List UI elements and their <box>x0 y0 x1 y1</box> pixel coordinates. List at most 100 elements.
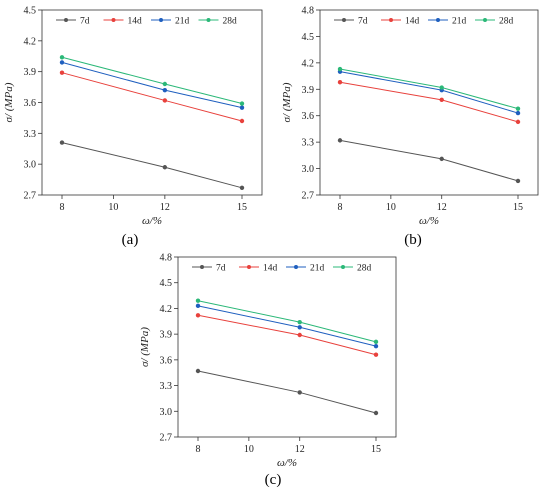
data-point <box>297 332 302 338</box>
x-axis-label: ω/% <box>142 215 162 227</box>
series-line-7d <box>339 139 519 182</box>
y-tick-label: 3.3 <box>160 381 173 392</box>
y-tick-label: 3.0 <box>302 164 315 175</box>
data-point <box>239 105 245 110</box>
legend-label: 14d <box>128 17 143 27</box>
data-point <box>195 368 201 374</box>
data-point <box>373 352 379 357</box>
data-point <box>239 118 245 124</box>
y-tick-label: 3.6 <box>24 98 37 109</box>
series-line-21d <box>197 305 377 347</box>
chart-panel-0: 2.7 3.0 3.3 3.6 3.9 4.2 4.5 8 10 12 15 ω/% σ/ (MPa) 7… <box>3 6 263 248</box>
y-axis-label: σ/ (MPa) <box>281 82 293 122</box>
data-point <box>515 119 521 125</box>
data-point <box>59 70 65 75</box>
legend-marker <box>436 18 440 22</box>
chart-panel-2: 2.7 3.0 3.3 3.6 3.9 4.2 4.5 4.8 8 10 12 15 ω/% σ/ (MP… <box>139 253 397 488</box>
y-tick-label: 3.6 <box>160 355 173 366</box>
data-point <box>373 339 379 345</box>
x-tick-label: 10 <box>244 444 254 455</box>
legend-marker <box>483 18 487 22</box>
x-tick-label: 12 <box>160 202 170 213</box>
data-point <box>439 85 444 90</box>
legend-label: 7d <box>80 17 90 27</box>
data-point <box>162 98 168 103</box>
y-tick-label: 3.9 <box>302 85 315 96</box>
data-point <box>337 66 343 72</box>
y-tick-label: 4.5 <box>160 278 173 289</box>
y-tick-label: 4.8 <box>160 253 173 264</box>
plot-frame <box>41 9 263 196</box>
y-tick-label: 2.7 <box>302 191 315 202</box>
y-tick-label: 3.0 <box>160 407 173 418</box>
data-point <box>162 165 168 170</box>
x-axis-label: ω/% <box>419 215 439 227</box>
data-point <box>515 110 521 116</box>
x-axis-label: ω/% <box>277 457 297 469</box>
legend-marker <box>64 18 68 22</box>
y-tick-label: 4.2 <box>302 58 315 69</box>
plot-frame <box>319 9 539 196</box>
y-axis-label: σ/ (MPa) <box>139 327 151 367</box>
legend-label: 21d <box>452 17 467 27</box>
y-tick-label: 2.7 <box>24 191 37 202</box>
y-tick-label: 4.5 <box>302 32 315 43</box>
legend-marker <box>341 265 345 269</box>
y-tick-label: 4.2 <box>160 304 173 315</box>
legend-label: 14d <box>405 17 420 27</box>
legend-marker <box>159 18 163 22</box>
data-point <box>297 390 302 395</box>
legend-marker <box>342 18 346 22</box>
legend-marker <box>200 265 204 269</box>
x-tick-label: 12 <box>295 444 305 455</box>
data-point <box>337 138 343 143</box>
data-point <box>297 325 302 330</box>
x-tick-label: 10 <box>386 202 396 213</box>
legend-label: 28d <box>499 17 514 27</box>
data-point <box>162 81 168 87</box>
legend-label: 28d <box>357 264 372 274</box>
data-point <box>337 80 343 85</box>
legend-marker <box>206 18 211 22</box>
legend-label: 21d <box>175 17 190 27</box>
series-line-28d <box>197 300 377 343</box>
data-point <box>239 101 245 106</box>
data-point <box>195 298 201 303</box>
x-tick-label: 8 <box>60 202 65 213</box>
y-tick-label: 3.9 <box>160 330 173 341</box>
y-axis-label: σ/ (MPa) <box>3 82 15 122</box>
legend-marker <box>294 265 298 269</box>
series-line-21d <box>339 71 519 114</box>
y-tick-label: 3.0 <box>24 160 37 171</box>
x-tick-label: 15 <box>371 444 381 455</box>
y-tick-label: 4.5 <box>24 6 37 17</box>
x-tick-label: 8 <box>196 444 201 455</box>
data-point <box>59 55 65 60</box>
x-tick-label: 15 <box>513 202 523 213</box>
legend-marker <box>111 18 116 22</box>
legend-marker <box>389 18 393 22</box>
legend-label: 14d <box>263 264 278 274</box>
y-tick-label: 4.8 <box>302 6 315 17</box>
plot-frame <box>177 256 397 438</box>
legend-label: 21d <box>310 264 325 274</box>
legend-label: 7d <box>358 17 368 27</box>
legend-label: 7d <box>216 264 226 274</box>
legend-marker <box>247 265 251 269</box>
x-tick-label: 15 <box>237 202 247 213</box>
chart-panel-1: 2.7 3.0 3.3 3.6 3.9 4.2 4.5 4.8 8 10 12 15 ω/% σ/ (MP… <box>281 6 539 248</box>
y-tick-label: 3.6 <box>302 111 315 122</box>
x-tick-label: 12 <box>437 202 447 213</box>
x-tick-label: 8 <box>338 202 343 213</box>
data-point <box>515 106 521 111</box>
x-tick-label: 10 <box>108 202 118 213</box>
series-line-28d <box>339 68 519 110</box>
data-point <box>439 97 444 103</box>
data-point <box>239 185 245 191</box>
data-point <box>59 140 65 145</box>
data-point <box>373 410 379 416</box>
legend-label: 28d <box>223 17 238 27</box>
data-point <box>515 178 521 184</box>
y-tick-label: 3.9 <box>24 67 37 78</box>
